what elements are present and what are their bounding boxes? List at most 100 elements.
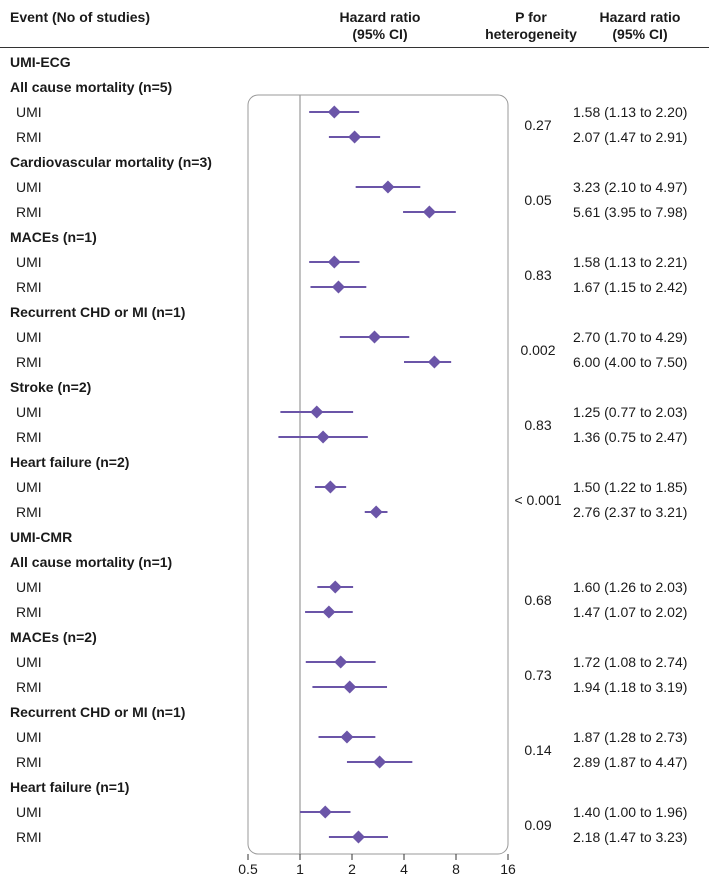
p-heterogeneity: 0.73 [524,666,552,683]
hazard-ratio-text: 1.67 (1.15 to 2.42) [573,279,688,295]
header-hr-plot: Hazard ratio (95% CI) [300,9,460,43]
p-heterogeneity: 0.14 [524,741,552,758]
hazard-ratio-text: 1.60 (1.26 to 2.03) [573,579,688,595]
x-tick-label: 16 [500,861,516,877]
hazard-ratio-marker [373,755,387,769]
p-heterogeneity: 0.83 [524,266,552,283]
hazard-ratio-text: 2.70 (1.70 to 4.29) [573,329,688,345]
hazard-ratio-marker [340,730,354,744]
hazard-ratio-marker [348,130,362,144]
header-hr-text-line1: Hazard ratio [599,9,681,25]
row-label: RMI [16,354,42,370]
group-title: All cause mortality (n=1) [10,554,173,570]
hazard-ratio-marker [327,105,341,119]
header-hr-text: Hazard ratio (95% CI) [580,9,700,43]
x-tick-label: 1 [296,861,304,877]
group-title: Recurrent CHD or MI (n=1) [10,304,186,320]
plot-frame [247,94,509,855]
row-label: RMI [16,754,42,770]
x-tick-label: 2 [348,861,356,877]
row-label: UMI [16,729,42,745]
hazard-ratio-text: 1.40 (1.00 to 1.96) [573,804,688,820]
x-tick-label: 0.5 [238,861,258,877]
p-heterogeneity: 0.002 [520,341,556,358]
row-label: RMI [16,604,42,620]
hazard-ratio-text: 1.58 (1.13 to 2.20) [573,104,688,120]
hazard-ratio-marker [322,605,336,619]
group-title: Cardiovascular mortality (n=3) [10,154,212,170]
hazard-ratio-marker [381,180,395,194]
group-title: Recurrent CHD or MI (n=1) [10,704,186,720]
row-label: RMI [16,429,42,445]
hazard-ratio-marker [328,580,342,594]
hazard-ratio-text: 1.94 (1.18 to 3.19) [573,679,688,695]
hazard-ratio-text: 1.47 (1.07 to 2.02) [573,604,688,620]
hazard-ratio-marker [334,655,348,669]
header-divider [0,47,709,48]
row-label: UMI [16,329,42,345]
p-heterogeneity: 0.05 [524,191,552,208]
hazard-ratio-text: 1.50 (1.22 to 1.85) [573,479,688,495]
hazard-ratio-text: 3.23 (2.10 to 4.97) [573,179,688,195]
hazard-ratio-text: 2.76 (2.37 to 3.21) [573,504,688,520]
hazard-ratio-marker [316,430,330,444]
row-label: UMI [16,179,42,195]
row-label: UMI [16,254,42,270]
hazard-ratio-marker [343,680,357,694]
row-label: RMI [16,129,42,145]
hazard-ratio-text: 2.07 (1.47 to 2.91) [573,129,688,145]
p-heterogeneity: 0.83 [524,416,552,433]
p-heterogeneity: 0.68 [524,591,552,608]
p-heterogeneity: 0.09 [524,816,552,833]
row-label: UMI [16,654,42,670]
hazard-ratio-text: 5.61 (3.95 to 7.98) [573,204,688,220]
x-tick-label: 8 [452,861,460,877]
row-label: UMI [16,804,42,820]
p-heterogeneity: < 0.001 [514,491,562,508]
section-title: UMI-ECG [10,54,71,70]
row-label: RMI [16,829,42,845]
header-event: Event (No of studies) [10,9,151,25]
hazard-ratio-marker [351,830,365,844]
hazard-ratio-text: 2.18 (1.47 to 3.23) [573,829,688,845]
hazard-ratio-text: 2.89 (1.87 to 4.47) [573,754,688,770]
hazard-ratio-text: 1.25 (0.77 to 2.03) [573,404,688,420]
hazard-ratio-text: 6.00 (4.00 to 7.50) [573,354,688,370]
hazard-ratio-marker [422,205,436,219]
row-label: RMI [16,204,42,220]
header-hr-plot-line1: Hazard ratio [339,9,421,25]
p-heterogeneity: 0.27 [524,116,552,133]
group-title: All cause mortality (n=5) [10,79,173,95]
hazard-ratio-marker [327,255,341,269]
header-p-heterogeneity: P for heterogeneity [476,9,586,43]
group-title: Heart failure (n=1) [10,779,130,795]
hazard-ratio-text: 1.87 (1.28 to 2.73) [573,729,688,745]
hazard-ratio-marker [310,405,324,419]
row-label: UMI [16,104,42,120]
group-title: MACEs (n=1) [10,229,97,245]
row-label: UMI [16,479,42,495]
hazard-ratio-marker [368,330,382,344]
group-title: Heart failure (n=2) [10,454,130,470]
header-p-line2: heterogeneity [485,26,577,42]
hazard-ratio-text: 1.72 (1.08 to 2.74) [573,654,688,670]
row-label: UMI [16,579,42,595]
hazard-ratio-marker [331,280,345,294]
header-hr-plot-line2: (95% CI) [352,26,408,42]
header-hr-text-line2: (95% CI) [612,26,668,42]
row-label: RMI [16,279,42,295]
hazard-ratio-text: 1.36 (0.75 to 2.47) [573,429,688,445]
group-title: MACEs (n=2) [10,629,97,645]
x-tick-label: 4 [400,861,408,877]
row-label: RMI [16,679,42,695]
group-title: Stroke (n=2) [10,379,92,395]
hazard-ratio-marker [427,355,441,369]
hazard-ratio-marker [369,505,383,519]
hazard-ratio-marker [318,805,332,819]
hazard-ratio-marker [323,480,337,494]
hazard-ratio-text: 1.58 (1.13 to 2.21) [573,254,688,270]
section-title: UMI-CMR [10,529,73,545]
header-p-line1: P for [515,9,547,25]
row-label: UMI [16,404,42,420]
